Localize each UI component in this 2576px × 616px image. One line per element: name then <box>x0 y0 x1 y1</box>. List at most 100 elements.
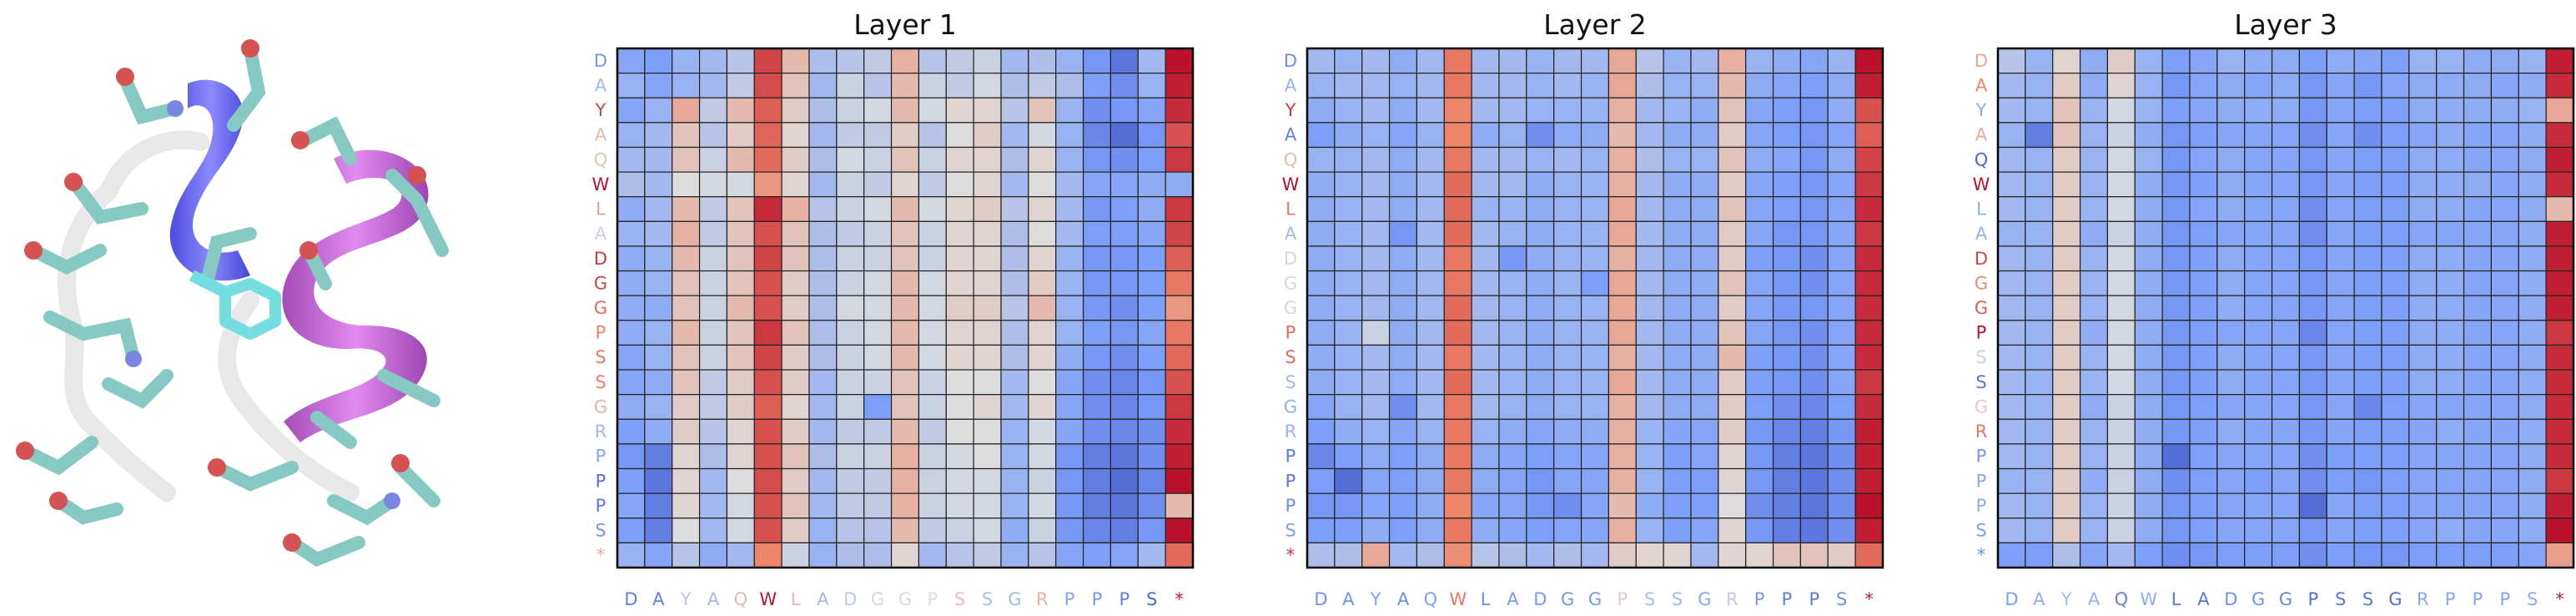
heatmap-cell <box>1082 344 1112 371</box>
heatmap-cell <box>1388 48 1418 74</box>
heatmap-cell <box>2189 48 2218 74</box>
heatmap-cell <box>973 220 1002 247</box>
heatmap-cell <box>2463 369 2493 396</box>
heatmap-cell <box>616 369 646 396</box>
heatmap-cell <box>2518 270 2547 296</box>
heatmap-cell <box>2161 245 2191 272</box>
heatmap-cell <box>973 122 1002 149</box>
heatmap-cell <box>2518 369 2547 396</box>
heatmap-cell <box>2189 295 2218 321</box>
heatmap-cell <box>1109 418 1139 445</box>
heatmap-cell <box>1690 320 1719 346</box>
heatmap-cell <box>2052 171 2081 198</box>
heatmap-cell <box>918 295 947 321</box>
heatmap-cell <box>1718 171 1747 198</box>
heatmap-cell <box>2518 196 2547 222</box>
heatmap-cell <box>2436 97 2465 124</box>
heatmap-cell <box>945 344 974 371</box>
heatmap-cell <box>2134 542 2163 568</box>
heatmap-cell <box>1028 97 1057 124</box>
heatmap-cell <box>644 171 673 198</box>
heatmap-cell <box>1690 492 1719 519</box>
heatmap-cell <box>2381 245 2410 272</box>
heatmap-cell <box>1607 245 1637 272</box>
heatmap-cell <box>1082 443 1112 470</box>
heatmap-cell <box>1607 443 1637 470</box>
heatmap-cell <box>1526 492 1555 519</box>
heatmap-cell <box>1607 97 1637 124</box>
heatmap-cell <box>2271 171 2301 198</box>
panel-title: Layer 1 <box>853 8 957 41</box>
heatmap-cell <box>2161 295 2191 321</box>
heatmap-cell <box>2189 122 2218 149</box>
heatmap-cell <box>2216 518 2246 543</box>
heatmap-cell <box>945 97 974 124</box>
heatmap-cell <box>1997 467 2026 494</box>
heatmap-cell <box>753 220 782 247</box>
heatmap-cell <box>1827 48 1856 74</box>
row-label: D <box>594 249 607 269</box>
heatmap-cell <box>1165 394 1194 420</box>
heatmap-cell <box>1082 492 1112 519</box>
heatmap-cell <box>1690 467 1719 494</box>
heatmap-cell <box>2463 73 2493 98</box>
heatmap-cell <box>698 73 728 98</box>
heatmap-cell <box>1137 196 1166 222</box>
heatmap-cell <box>1718 73 1747 98</box>
heatmap-cell <box>2463 245 2493 272</box>
heatmap-cell <box>2436 344 2465 371</box>
heatmap-cell <box>2216 542 2246 568</box>
heatmap-cell <box>890 394 920 420</box>
heatmap-cell <box>726 122 755 149</box>
heatmap-cell <box>1498 245 1527 272</box>
heatmap-cell <box>1854 418 1884 445</box>
heatmap-cell <box>1663 73 1692 98</box>
heatmap-cell <box>973 467 1002 494</box>
heatmap-cell <box>1416 344 1445 371</box>
heatmap-cell <box>2518 518 2547 543</box>
heatmap-cell <box>863 418 893 445</box>
heatmap-cell <box>2216 196 2246 222</box>
heatmap-cell <box>1663 146 1692 173</box>
heatmap-cell <box>2106 418 2136 445</box>
heatmap-cell <box>2052 467 2081 494</box>
heatmap-cell <box>1745 295 1774 321</box>
column-label: G <box>1561 589 1574 609</box>
heatmap-cell <box>616 344 646 371</box>
heatmap-cell <box>2134 394 2163 420</box>
heatmap-cell <box>2271 394 2301 420</box>
heatmap-cell <box>836 418 865 445</box>
heatmap-cell <box>1690 270 1719 296</box>
heatmap-cell <box>836 73 865 98</box>
heatmap-cell <box>2106 73 2136 98</box>
heatmap-cell <box>1827 542 1856 568</box>
heatmap-cell <box>2353 492 2382 519</box>
heatmap-cell <box>1745 196 1774 222</box>
heatmap-cell <box>1854 122 1884 149</box>
heatmap-cell <box>1388 369 1418 396</box>
heatmap-cell <box>1553 48 1582 74</box>
column-label: P <box>2473 589 2483 609</box>
heatmap-cell <box>2381 344 2410 371</box>
column-label: A <box>1397 589 1410 609</box>
heatmap-cell <box>2408 542 2438 568</box>
heatmap-cell <box>1553 542 1582 568</box>
heatmap-cell <box>1718 492 1747 519</box>
heatmap-cell <box>973 97 1002 124</box>
heatmap-cell <box>2052 97 2081 124</box>
heatmap-cell <box>1082 295 1112 321</box>
heatmap-cell <box>1607 122 1637 149</box>
heatmap-cell <box>698 171 728 198</box>
heatmap-cell <box>1745 73 1774 98</box>
heatmap-cell <box>1827 122 1856 149</box>
heatmap-cell <box>781 418 810 445</box>
heatmap-cell <box>781 245 810 272</box>
heatmap-cell <box>726 344 755 371</box>
heatmap-cell <box>2189 344 2218 371</box>
row-label: S <box>1975 347 1986 367</box>
heatmap-cell <box>1388 443 1418 470</box>
heatmap-cell <box>890 542 920 568</box>
heatmap-cell <box>2436 443 2465 470</box>
heatmap-cell <box>1471 369 1500 396</box>
heatmap-cell <box>1361 73 1391 98</box>
